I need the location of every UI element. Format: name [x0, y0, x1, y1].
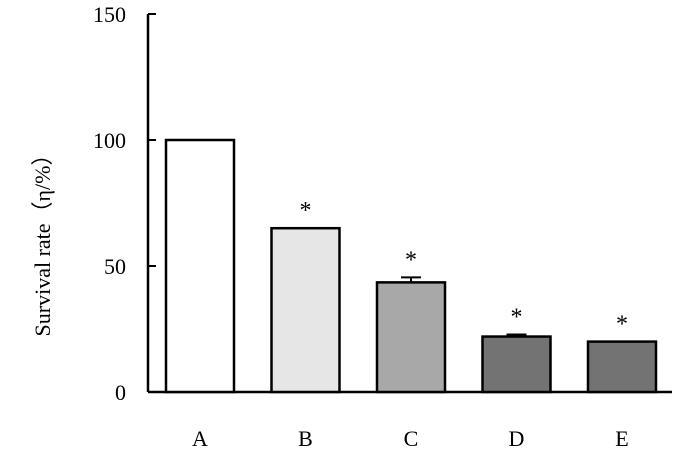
- x-tick-label: B: [298, 426, 313, 451]
- x-tick-label: C: [404, 426, 419, 451]
- bar: [481, 335, 552, 394]
- significance-marker: *: [616, 312, 628, 338]
- y-tick-label: 0: [115, 380, 126, 405]
- x-tick-label: D: [509, 426, 525, 451]
- x-tick-label: A: [192, 426, 208, 451]
- y-tick-label: 50: [104, 254, 126, 279]
- x-tick-label: E: [615, 426, 628, 451]
- y-tick-label: 100: [93, 128, 126, 153]
- bar: [270, 226, 341, 394]
- labels: 0 50 100 150 A * B * C * D * E: [93, 2, 629, 451]
- significance-marker: *: [511, 305, 523, 331]
- significance-marker: *: [300, 198, 312, 224]
- y-tick-label: 150: [93, 2, 126, 27]
- bar: [375, 281, 447, 394]
- significance-marker: *: [405, 247, 417, 273]
- bar: [164, 138, 236, 394]
- bar: [586, 340, 658, 394]
- y-axis-label: Survival rate（η/%）: [30, 144, 55, 337]
- bars: [164, 138, 658, 394]
